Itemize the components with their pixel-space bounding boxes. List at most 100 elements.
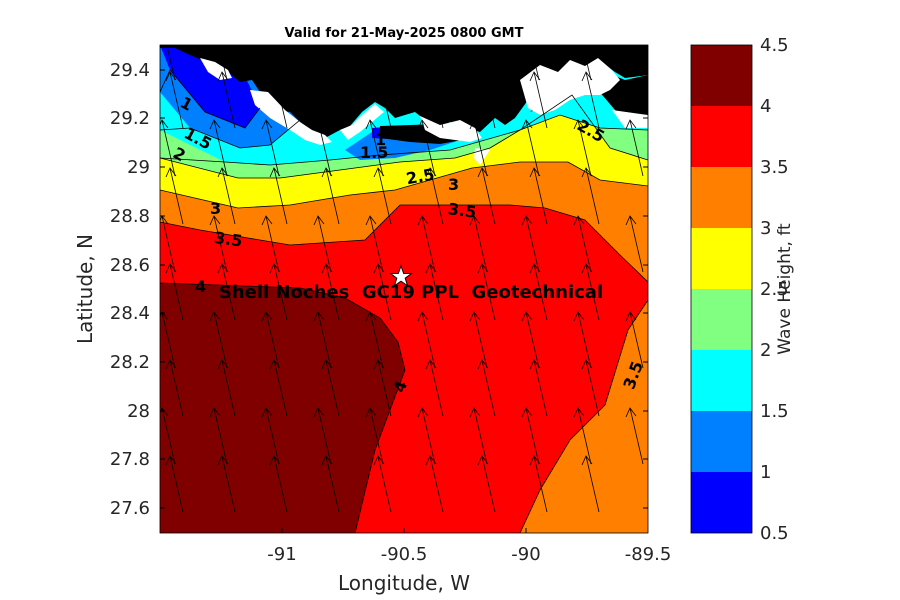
wave-arrow: [221, 71, 236, 129]
wave-arrow: [325, 71, 340, 129]
wave-arrow: [533, 359, 548, 417]
wave-arrow: [525, 311, 540, 369]
wave-arrow-head: [469, 311, 481, 322]
wave-arrow-head: [321, 455, 333, 466]
wave-arrow: [629, 215, 644, 273]
wave-arrow: [629, 407, 644, 465]
wave-arrow: [273, 359, 288, 417]
wave-arrow: [585, 263, 600, 321]
wave-arrow-head: [217, 455, 229, 466]
wave-arrow: [426, 45, 436, 81]
wave-arrow: [629, 311, 644, 369]
wave-arrow: [421, 311, 436, 369]
y-tick-label: 29.2: [110, 108, 150, 129]
x-tick-label: -90.5: [381, 544, 428, 565]
wave-arrow-head: [269, 71, 281, 82]
wave-arrow: [481, 455, 496, 513]
wave-arrow-head: [477, 263, 489, 274]
wave-arrow-head: [158, 24, 168, 33]
wave-arrow-head: [477, 167, 489, 178]
wave-arrow-head: [165, 455, 177, 466]
wave-arrow-head: [581, 263, 593, 274]
wave-arrow: [634, 45, 644, 81]
wave-arrow-head: [269, 359, 281, 370]
wave-arrow: [325, 263, 340, 321]
wave-arrow-head: [217, 167, 229, 178]
wave-arrow: [533, 71, 548, 129]
wave-arrow-head: [217, 359, 229, 370]
colorbar-label: Wave Height, ft: [775, 223, 795, 355]
wave-arrow: [481, 263, 496, 321]
wave-arrow-head: [210, 24, 220, 33]
wave-arrow-head: [165, 167, 177, 178]
wave-arrow: [577, 215, 592, 273]
wave-arrow-head: [574, 24, 584, 33]
wave-arrow-head: [625, 311, 637, 322]
wave-arrow-head: [160, 119, 169, 129]
colorbar-tick-label: 3.5: [760, 157, 789, 178]
wave-arrow: [317, 311, 332, 369]
wave-arrow: [169, 455, 184, 513]
wave-arrow-head: [313, 215, 325, 226]
wave-arrow: [369, 215, 384, 273]
colorbar-swatch: [691, 106, 752, 167]
wave-arrow-head: [262, 24, 272, 33]
wave-arrow-head: [529, 263, 541, 274]
wave-arrow: [169, 263, 184, 321]
wave-arrow: [369, 407, 384, 465]
y-tick-label: 29.4: [110, 60, 150, 81]
wave-arrow-head: [529, 167, 541, 178]
colorbar-swatch: [691, 228, 752, 289]
x-tick-label: -91: [267, 544, 296, 565]
colorbar-tick-label: 1: [760, 462, 771, 483]
wave-arrow-head: [373, 167, 385, 178]
wave-arrow: [473, 215, 488, 273]
wave-arrow-head: [417, 119, 429, 130]
contour-label: 1.5: [360, 143, 388, 162]
contour-label: 3.5: [447, 199, 478, 222]
wave-arrow: [325, 359, 340, 417]
wave-arrow-head: [165, 71, 177, 82]
wave-arrow-head: [425, 167, 437, 178]
y-tick-label: 28: [127, 401, 150, 422]
wave-arrow: [161, 215, 176, 273]
wave-arrow: [213, 215, 228, 273]
wave-arrow-head: [625, 119, 637, 130]
wave-arrow-head: [469, 119, 481, 130]
wave-arrow-head: [261, 119, 273, 130]
x-tick-label: -90: [511, 544, 540, 565]
wave-arrow: [265, 311, 280, 369]
wave-arrow-head: [313, 311, 325, 322]
wave-arrow-head: [313, 407, 325, 418]
colorbar-swatch: [691, 472, 752, 533]
wave-arrow: [273, 167, 288, 225]
wave-arrow: [577, 311, 592, 369]
wave-arrow-head: [160, 407, 169, 417]
wave-arrow: [265, 215, 280, 273]
contour-label: 3: [210, 199, 221, 218]
wave-arrow-head: [425, 455, 437, 466]
wave-arrow: [221, 167, 236, 225]
x-axis-label: Longitude, W: [338, 571, 470, 595]
wave-arrow: [421, 215, 436, 273]
wave-arrow: [265, 407, 280, 465]
wave-arrow: [317, 407, 332, 465]
x-tick-label: -89.5: [625, 544, 672, 565]
y-axis: 29.4 29.2 29 28.8 28.6 28.4 28.2 28 27.8…: [110, 60, 648, 519]
wave-arrow-head: [626, 24, 636, 33]
wave-arrow: [161, 407, 176, 465]
wave-arrow-head: [521, 311, 533, 322]
wave-arrow-head: [209, 407, 221, 418]
wave-arrow-head: [425, 71, 437, 82]
wave-arrow-head: [521, 407, 533, 418]
wave-arrow: [161, 311, 176, 369]
wave-arrow: [169, 359, 184, 417]
wave-arrow-head: [160, 311, 169, 321]
wave-arrow: [221, 263, 236, 321]
wave-arrow-head: [165, 359, 177, 370]
wave-arrow-head: [321, 263, 333, 274]
wave-arrow: [265, 119, 280, 177]
wave-arrow: [530, 45, 540, 81]
wave-arrow-head: [529, 455, 541, 466]
